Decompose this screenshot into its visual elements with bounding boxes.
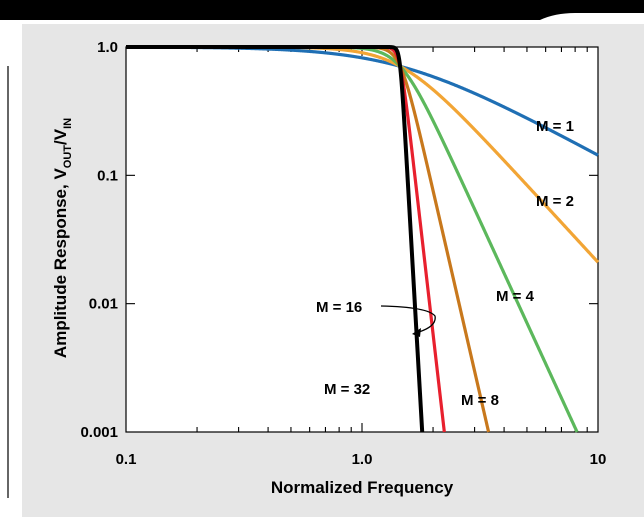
m16-arrowhead	[412, 328, 421, 337]
y-axis-title: Amplitude Response, VOUT/VIN	[51, 118, 74, 358]
series-label-m8: M = 8	[461, 392, 499, 409]
series-label-m32: M = 32	[324, 381, 370, 398]
x-tick-label: 1.0	[352, 451, 373, 468]
x-tick-label: 0.1	[116, 451, 137, 468]
x-tick-label: 10	[590, 451, 607, 468]
series-label-m16: M = 16	[316, 299, 362, 316]
y-tick-label: 0.01	[89, 296, 118, 313]
y-tick-label: 0.001	[80, 424, 118, 441]
y-tick-label: 1.0	[97, 39, 118, 56]
x-axis-title: Normalized Frequency	[271, 478, 454, 497]
series-label-m4: M = 4	[496, 288, 535, 305]
series-line-m32	[124, 45, 425, 433]
plot-area	[125, 46, 599, 433]
series-lines	[124, 45, 600, 433]
series-label-m1: M = 1	[536, 118, 574, 135]
m16-pointer-arrow	[380, 305, 436, 333]
series-label-m2: M = 2	[536, 193, 574, 210]
tick-labels: 0.1 1.0 10 1.0 0.1 0.01 0.001	[80, 39, 606, 468]
y-tick-label: 0.1	[97, 167, 118, 184]
header-bar	[0, 0, 644, 20]
